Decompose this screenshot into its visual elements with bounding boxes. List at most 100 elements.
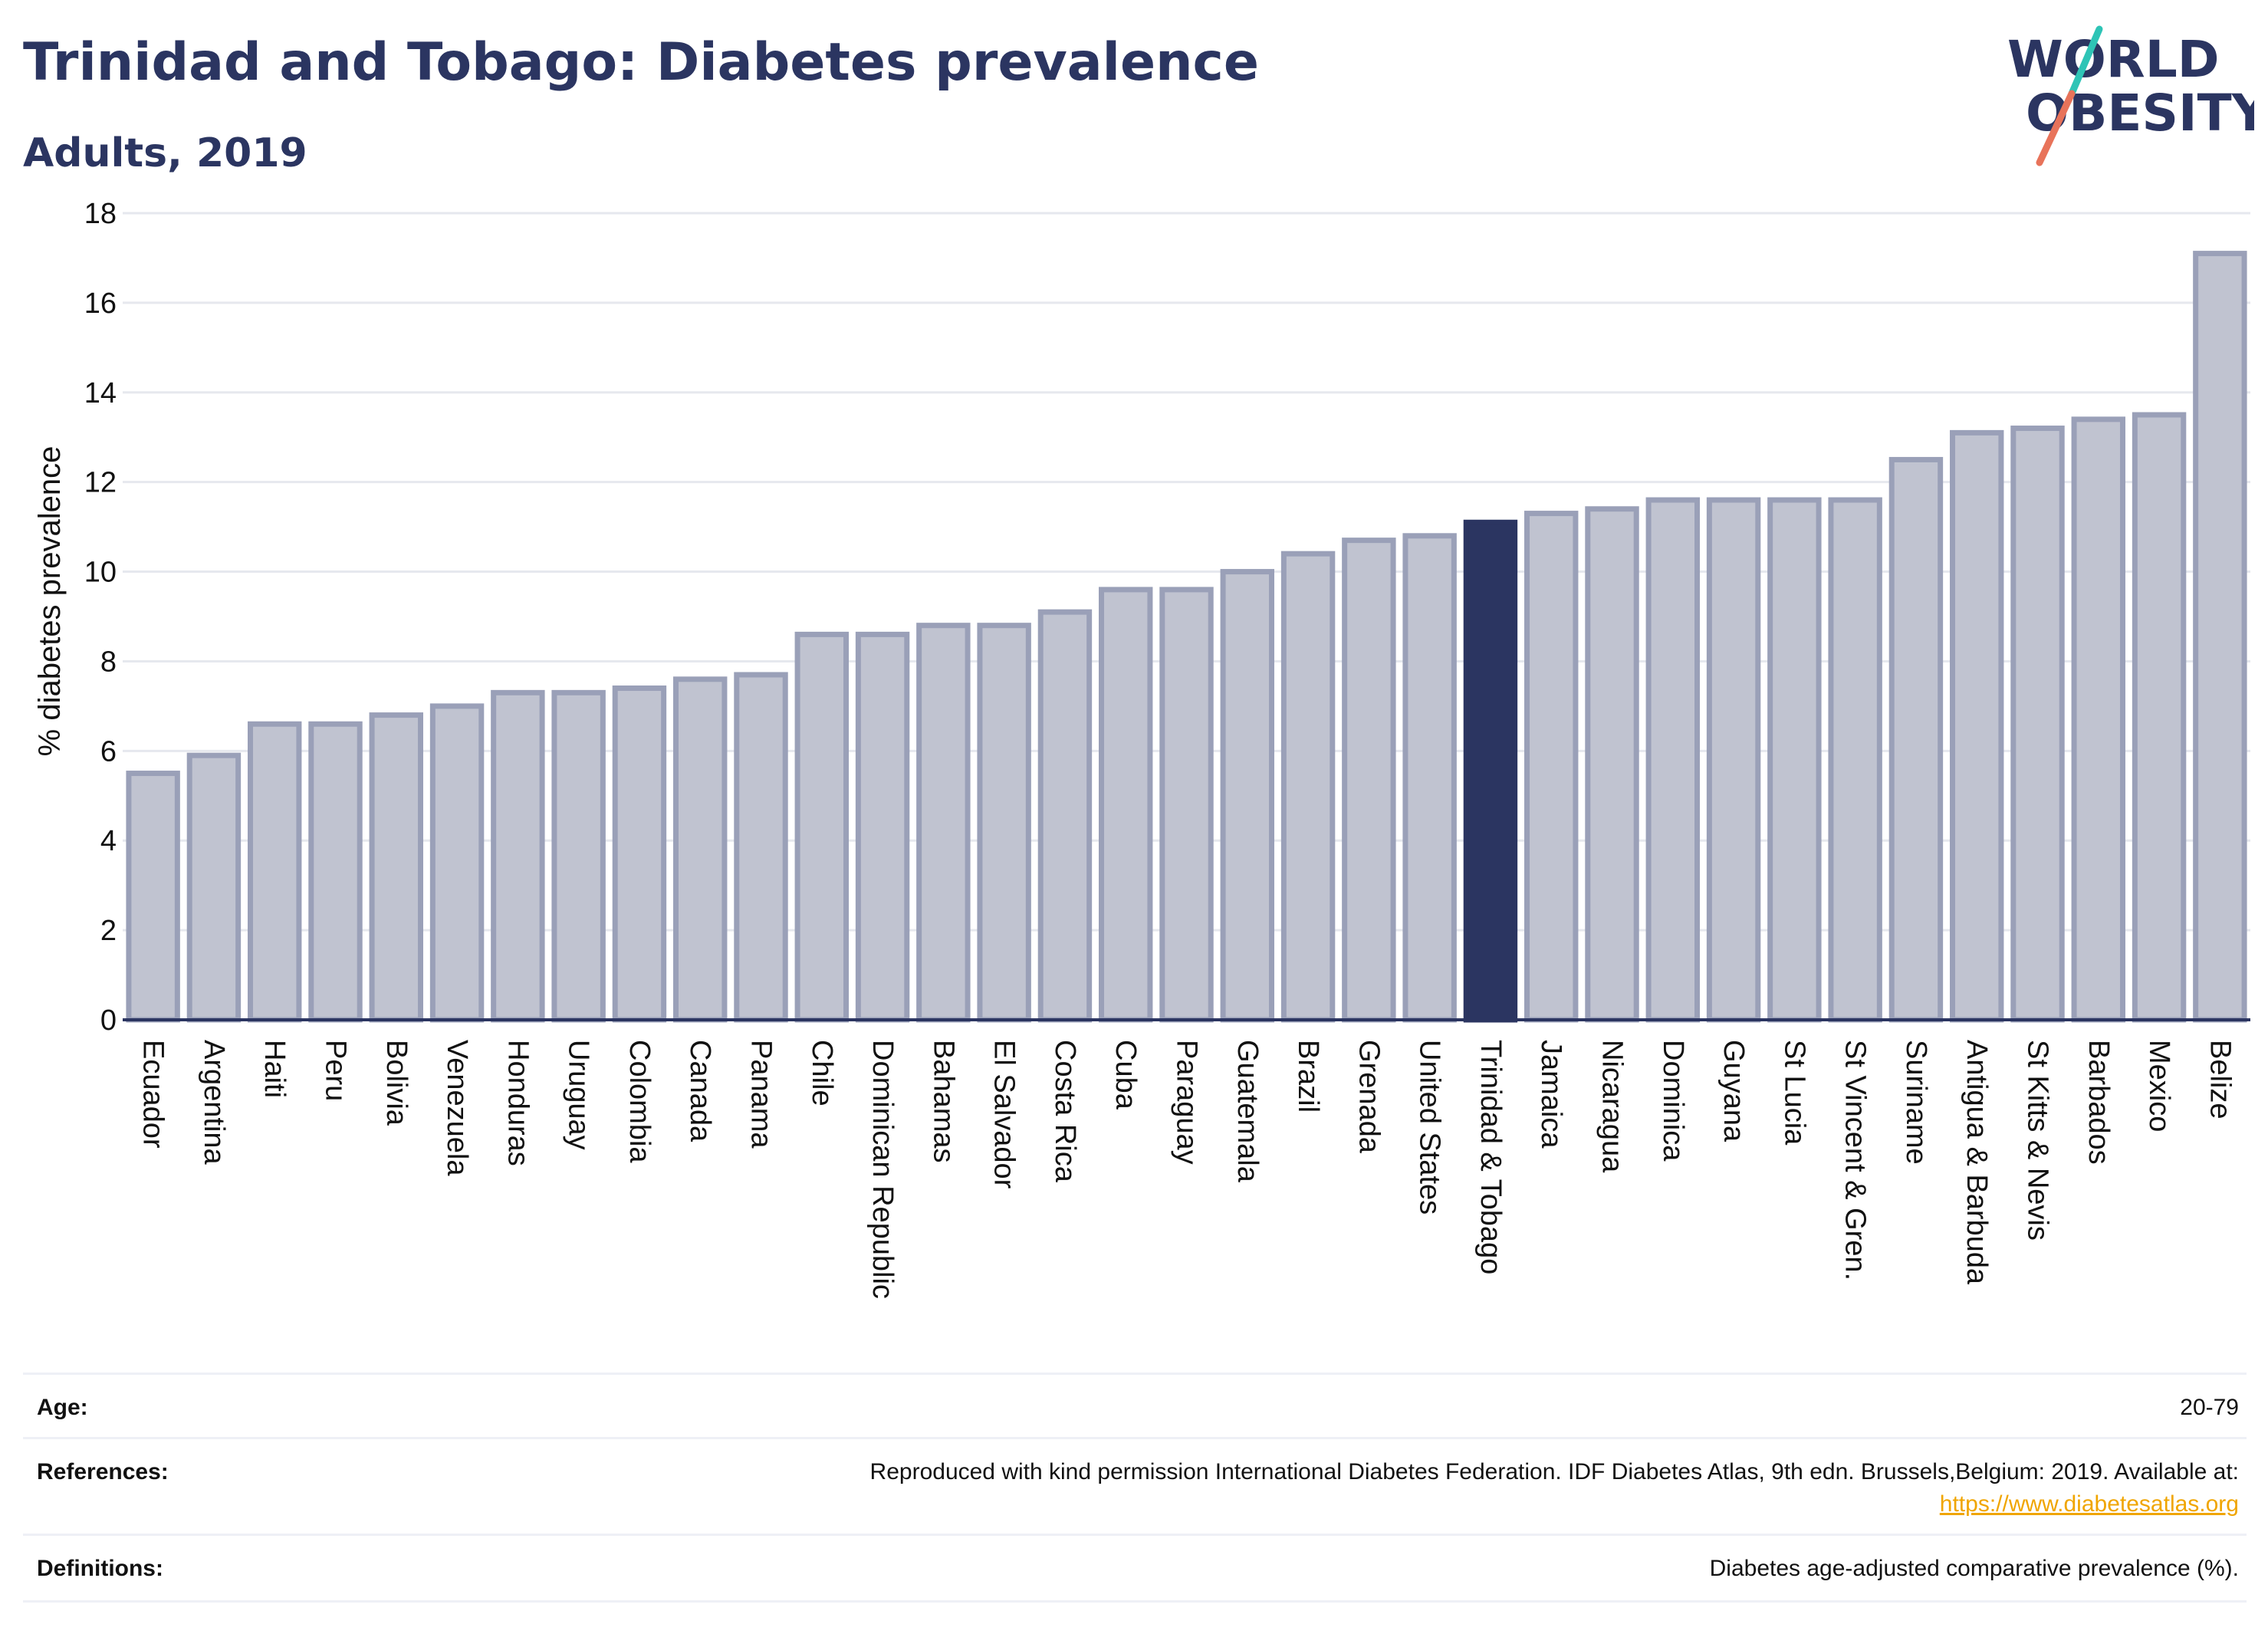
bar	[2193, 251, 2247, 1023]
category-label: Colombia	[623, 1040, 656, 1163]
bar	[1402, 533, 1457, 1023]
category-label: Guyana	[1717, 1040, 1750, 1142]
category-label: Venezuela	[441, 1040, 473, 1176]
y-tick-label: 10	[84, 557, 117, 589]
y-tick-label: 16	[84, 288, 117, 320]
category-label: Haiti	[258, 1040, 291, 1098]
bar-chart: 0 2 4 6 8 10 12 14 16 18 Ecuador Argentina Haiti Per…	[33, 198, 2250, 1299]
definitions-value: Diabetes age-adjusted comparative preval…	[1709, 1556, 2239, 1581]
y-tick-label: 14	[84, 377, 117, 409]
bars	[126, 251, 2247, 1023]
category-label: St Kitts & Nevis	[2022, 1040, 2054, 1241]
category-label: Brazil	[1292, 1040, 1324, 1113]
y-tick-label: 4	[100, 825, 117, 857]
category-label: Mexico	[2143, 1040, 2175, 1132]
category-labels: Ecuador Argentina Haiti Peru Bolivia Venezuel…	[137, 1040, 2237, 1299]
y-tick-label: 8	[100, 646, 117, 678]
references-value: Reproduced with kind permission Internat…	[322, 1456, 2239, 1521]
bar	[1342, 538, 1396, 1023]
category-label: Chile	[806, 1040, 838, 1106]
category-label: Belize	[2204, 1040, 2236, 1119]
bar	[1524, 511, 1579, 1023]
category-label: Guatemala	[1231, 1040, 1264, 1183]
bar	[1159, 587, 1214, 1023]
bar	[1037, 609, 1093, 1023]
category-label: El Salvador	[988, 1040, 1021, 1189]
references-link[interactable]: https://www.diabetesatlas.org	[1939, 1491, 2239, 1517]
category-label: Ecuador	[137, 1040, 169, 1149]
category-label: Uruguay	[563, 1040, 595, 1150]
category-label: Jamaica	[1535, 1040, 1567, 1149]
bar	[2010, 426, 2065, 1023]
bar	[916, 623, 971, 1023]
logo-slash-teal	[2068, 25, 2103, 97]
bar	[2071, 416, 2126, 1023]
category-label: Honduras	[501, 1040, 534, 1166]
category-label: Dominica	[1657, 1040, 1689, 1162]
bar	[491, 689, 545, 1023]
world-obesity-logo: WORLD OBESITY	[2007, 25, 2254, 166]
category-label: Costa Rica	[1049, 1040, 1081, 1183]
category-label: Canada	[684, 1040, 716, 1142]
y-tick-label: 0	[100, 1004, 117, 1037]
bar	[734, 672, 788, 1023]
bar	[126, 771, 180, 1023]
bar	[673, 676, 728, 1023]
logo-slash-coral	[2036, 90, 2076, 166]
bar	[977, 623, 1031, 1023]
references-text: Reproduced with kind permission Internat…	[869, 1459, 2239, 1484]
category-label: St Vincent & Gren.	[1839, 1040, 1872, 1281]
bar	[1099, 587, 1153, 1023]
category-label: Paraguay	[1171, 1040, 1203, 1165]
bar	[551, 689, 606, 1023]
bar	[248, 721, 302, 1023]
category-label: Suriname	[1900, 1040, 1932, 1165]
age-label: Age:	[37, 1395, 88, 1420]
y-tick-labels: 0 2 4 6 8 10 12 14 16 18	[84, 198, 117, 1037]
bar	[1706, 497, 1761, 1023]
category-label: Cuba	[1109, 1040, 1142, 1110]
info-row-definitions: Definitions: Diabetes age-adjusted compa…	[23, 1534, 2247, 1603]
info-table: Age: 20-79 References: Reproduced with k…	[23, 1373, 2247, 1603]
bar	[1645, 497, 1701, 1023]
chart-title: Trinidad and Tobago: Diabetes prevalence	[23, 32, 1259, 93]
y-axis-title: % diabetes prevalence	[33, 446, 67, 757]
category-label: Antigua & Barbuda	[1961, 1040, 1993, 1285]
bar	[429, 703, 485, 1023]
age-value: 20-79	[2180, 1395, 2239, 1420]
category-label: Barbados	[2082, 1040, 2115, 1165]
y-tick-label: 2	[100, 915, 117, 947]
bar	[186, 752, 242, 1023]
category-label: United States	[1414, 1040, 1446, 1215]
bar	[1888, 456, 1944, 1023]
references-label: References:	[37, 1459, 169, 1484]
bar-highlighted	[1463, 519, 1518, 1023]
bar	[2132, 412, 2187, 1023]
category-label: Nicaragua	[1596, 1040, 1629, 1173]
bar	[1280, 551, 1336, 1023]
y-tick-label: 12	[84, 467, 117, 499]
category-label: Trinidad & Tobago	[1474, 1040, 1507, 1274]
bar	[855, 631, 910, 1023]
category-label: Argentina	[198, 1040, 230, 1165]
category-label: Peru	[320, 1040, 352, 1101]
category-label: Bahamas	[927, 1040, 959, 1163]
bar	[369, 712, 424, 1023]
category-label: St Lucia	[1778, 1040, 1810, 1146]
bar	[1767, 497, 1822, 1023]
bar	[1950, 429, 2004, 1023]
bar	[1585, 506, 1639, 1023]
bar	[1828, 497, 1882, 1023]
category-label: Bolivia	[380, 1040, 413, 1126]
chart-subtitle: Adults, 2019	[23, 130, 307, 176]
info-row-references: References: Reproduced with kind permiss…	[23, 1437, 2247, 1536]
y-tick-label: 6	[100, 735, 117, 768]
bar	[794, 631, 849, 1023]
definitions-label: Definitions:	[37, 1556, 163, 1581]
category-label: Dominican Republic	[866, 1040, 899, 1299]
y-tick-label: 18	[84, 198, 117, 230]
bar	[612, 685, 667, 1023]
bar	[1220, 569, 1274, 1023]
logo-line-1: WORLD	[2007, 30, 2220, 89]
bar	[308, 721, 363, 1023]
